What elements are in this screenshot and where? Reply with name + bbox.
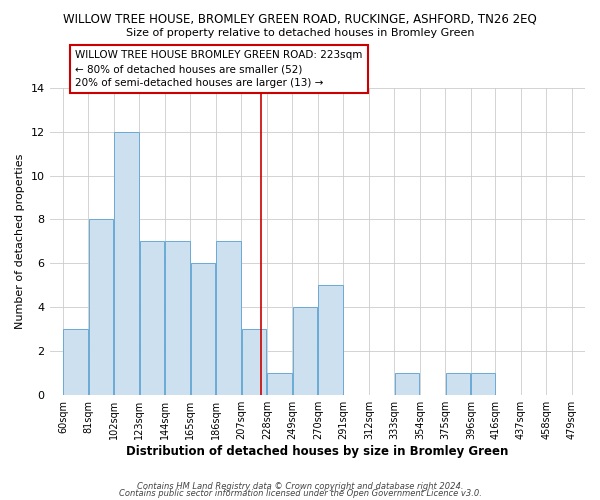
Bar [166,242,190,394]
Bar [217,242,241,394]
Bar [268,373,292,394]
X-axis label: Distribution of detached houses by size in Bromley Green: Distribution of detached houses by size … [126,444,508,458]
Bar [115,132,139,394]
Bar [472,373,494,394]
Text: Contains public sector information licensed under the Open Government Licence v3: Contains public sector information licen… [119,489,481,498]
Text: Contains HM Land Registry data © Crown copyright and database right 2024.: Contains HM Land Registry data © Crown c… [137,482,463,491]
Bar [446,373,470,394]
Bar [140,242,164,394]
Bar [191,264,215,394]
Bar [319,285,343,395]
Text: WILLOW TREE HOUSE BROMLEY GREEN ROAD: 223sqm
← 80% of detached houses are smalle: WILLOW TREE HOUSE BROMLEY GREEN ROAD: 22… [75,50,362,88]
Bar [242,329,266,394]
Text: WILLOW TREE HOUSE, BROMLEY GREEN ROAD, RUCKINGE, ASHFORD, TN26 2EQ: WILLOW TREE HOUSE, BROMLEY GREEN ROAD, R… [63,12,537,26]
Bar [395,373,419,394]
Y-axis label: Number of detached properties: Number of detached properties [15,154,25,329]
Bar [89,220,113,394]
Text: Size of property relative to detached houses in Bromley Green: Size of property relative to detached ho… [126,28,474,38]
Bar [64,329,88,394]
Bar [293,307,317,394]
